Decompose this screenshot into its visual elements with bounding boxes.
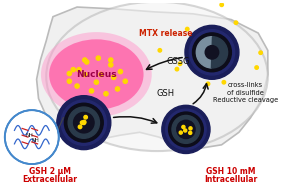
Circle shape <box>182 125 185 129</box>
Circle shape <box>75 84 79 88</box>
Text: Intracellular: Intracellular <box>205 175 258 184</box>
Circle shape <box>259 51 262 54</box>
Circle shape <box>184 129 187 132</box>
Wedge shape <box>211 37 228 68</box>
Text: MTX release: MTX release <box>139 29 192 38</box>
Circle shape <box>109 58 113 62</box>
Text: Nucleus: Nucleus <box>76 70 117 79</box>
Circle shape <box>178 62 182 66</box>
Text: Extracellular: Extracellular <box>23 175 78 184</box>
Text: cross-links: cross-links <box>228 82 263 88</box>
Circle shape <box>77 67 81 72</box>
Circle shape <box>166 109 206 150</box>
Circle shape <box>74 112 94 133</box>
Circle shape <box>104 92 108 96</box>
Text: GSH 10 mM: GSH 10 mM <box>207 167 256 176</box>
Text: of disulfide: of disulfide <box>227 90 264 96</box>
Circle shape <box>169 112 203 147</box>
Circle shape <box>84 115 87 119</box>
Circle shape <box>112 75 116 80</box>
Circle shape <box>83 72 87 77</box>
Circle shape <box>220 3 224 6</box>
Circle shape <box>123 79 127 83</box>
Wedge shape <box>196 37 213 68</box>
Circle shape <box>205 46 219 59</box>
Circle shape <box>189 131 192 134</box>
Text: GSSG: GSSG <box>166 57 190 67</box>
Ellipse shape <box>49 39 143 110</box>
Circle shape <box>192 33 231 72</box>
Circle shape <box>67 79 72 83</box>
Circle shape <box>172 115 200 143</box>
Circle shape <box>175 67 179 71</box>
Text: NH: NH <box>26 133 34 138</box>
Circle shape <box>78 125 82 129</box>
Ellipse shape <box>41 32 152 117</box>
Circle shape <box>115 87 120 91</box>
Circle shape <box>189 127 192 130</box>
Circle shape <box>158 49 162 52</box>
Circle shape <box>82 120 86 124</box>
Circle shape <box>96 56 100 60</box>
Circle shape <box>185 25 239 79</box>
Circle shape <box>85 60 89 64</box>
Circle shape <box>71 67 75 72</box>
Text: GSH 2 μM: GSH 2 μM <box>29 167 71 176</box>
Text: Reductive cleavage: Reductive cleavage <box>213 98 278 104</box>
Circle shape <box>206 82 210 86</box>
Circle shape <box>89 89 94 93</box>
Circle shape <box>179 131 182 134</box>
Text: NH: NH <box>32 139 40 143</box>
Circle shape <box>67 71 72 76</box>
Circle shape <box>162 105 210 153</box>
Circle shape <box>65 103 103 142</box>
Circle shape <box>80 121 84 124</box>
Circle shape <box>57 96 111 150</box>
Circle shape <box>255 66 258 69</box>
Circle shape <box>189 30 235 75</box>
Circle shape <box>186 27 189 31</box>
Circle shape <box>82 121 85 125</box>
Circle shape <box>118 70 123 74</box>
Text: GSH: GSH <box>157 89 175 98</box>
Circle shape <box>234 21 238 24</box>
Circle shape <box>177 120 195 139</box>
Circle shape <box>68 107 99 138</box>
Circle shape <box>61 100 106 145</box>
Circle shape <box>109 63 113 67</box>
Polygon shape <box>37 7 268 149</box>
Circle shape <box>94 80 98 84</box>
Circle shape <box>222 81 226 84</box>
Ellipse shape <box>46 2 268 151</box>
Circle shape <box>83 58 87 62</box>
Circle shape <box>5 110 59 164</box>
Circle shape <box>99 72 103 77</box>
